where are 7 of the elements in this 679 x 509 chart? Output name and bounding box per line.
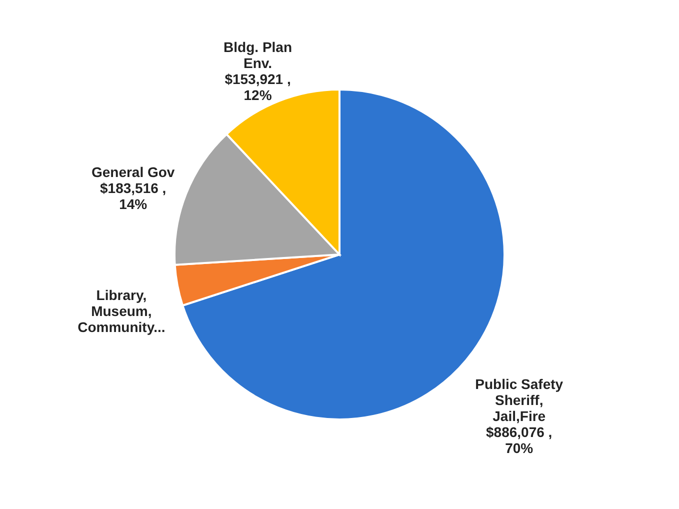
data-label: $183,516 , 14% (100, 180, 166, 212)
slice-label: Public Safety Sheriff, Jail,Fire (475, 376, 564, 424)
slice-label: Bldg. Plan Env. (224, 39, 292, 72)
data-label: $886,076 , 70% (486, 424, 552, 456)
slice-label: General Gov (91, 164, 175, 180)
data-label: $153,921 , 12% (224, 71, 291, 104)
slice-label: Library, Museum, Community... (78, 287, 166, 336)
